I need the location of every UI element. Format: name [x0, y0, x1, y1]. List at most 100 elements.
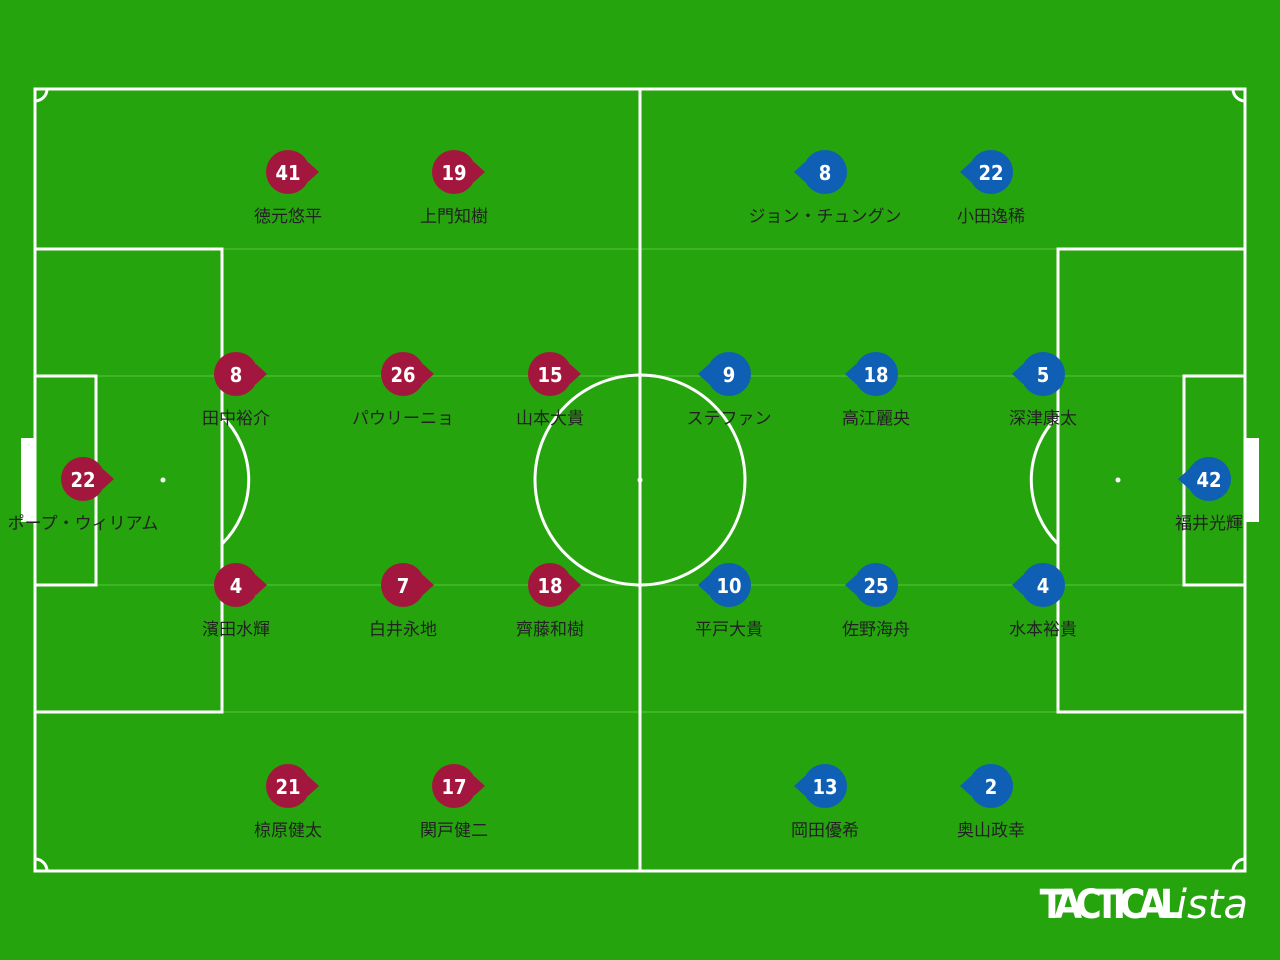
direction-arrow	[423, 575, 434, 595]
player-name: パウリーニョ	[352, 409, 454, 429]
player-marker	[214, 352, 258, 396]
direction-arrow	[845, 364, 856, 384]
player: 5 深津康太	[1009, 352, 1077, 429]
direction-arrow	[845, 575, 856, 595]
direction-arrow	[698, 364, 709, 384]
goal	[21, 438, 35, 522]
player-name: 齊藤和樹	[516, 620, 584, 640]
player: 21 椋原健太	[254, 764, 322, 841]
player-marker	[528, 352, 572, 396]
player: 42 福井光輝	[1175, 457, 1243, 534]
direction-arrow	[570, 575, 581, 595]
player-number: 26	[390, 363, 415, 387]
player-name: 小田逸稀	[957, 207, 1025, 227]
player-number: 10	[716, 574, 741, 598]
player-marker	[707, 352, 751, 396]
pitch-lines	[21, 87, 1259, 873]
player-name: 福井光輝	[1175, 514, 1243, 534]
player-marker	[266, 764, 310, 808]
player-number: 4	[1037, 574, 1050, 598]
player: 17 関戸健二	[420, 764, 488, 841]
player: 15 山本大貴	[516, 352, 584, 429]
player-marker	[854, 563, 898, 607]
player-number: 8	[230, 363, 243, 387]
player: 4 水本裕貴	[1009, 563, 1077, 640]
direction-arrow	[423, 364, 434, 384]
player-marker	[854, 352, 898, 396]
player: 18 齊藤和樹	[516, 563, 584, 640]
player-marker	[1187, 457, 1231, 501]
player-marker	[61, 457, 105, 501]
player: 7 白井永地	[369, 563, 437, 640]
player: 10 平戸大貴	[695, 563, 763, 640]
direction-arrow	[1012, 364, 1023, 384]
player: 18 高江麗央	[842, 352, 910, 429]
player-name: 関戸健二	[420, 821, 488, 841]
player-name: 田中裕介	[202, 409, 270, 429]
player-number: 22	[978, 161, 1003, 185]
player-number: 42	[1196, 468, 1221, 492]
player-marker	[803, 764, 847, 808]
player-number: 8	[819, 161, 832, 185]
player-number: 19	[441, 161, 466, 185]
player-name: 濱田水輝	[202, 620, 270, 640]
direction-arrow	[960, 776, 971, 796]
player-name: 椋原健太	[254, 821, 322, 841]
player: 22 ポープ・ウィリアム	[8, 457, 158, 534]
player-name: ステファン	[687, 409, 772, 429]
player: 8 ジョン・チュングン	[749, 150, 902, 227]
direction-arrow	[570, 364, 581, 384]
player-marker	[381, 352, 425, 396]
player-number: 5	[1037, 363, 1050, 387]
direction-arrow	[308, 162, 319, 182]
player-number: 4	[230, 574, 243, 598]
player: 19 上門知樹	[420, 150, 488, 227]
player-number: 25	[863, 574, 888, 598]
player-marker	[266, 150, 310, 194]
direction-arrow	[960, 162, 971, 182]
player-name: 平戸大貴	[695, 620, 763, 640]
player: 9 ステファン	[687, 352, 772, 429]
direction-arrow	[474, 162, 485, 182]
player-name: 岡田優希	[791, 821, 859, 841]
player-name: 水本裕貴	[1009, 620, 1077, 640]
player-number: 21	[275, 775, 300, 799]
player: 26 パウリーニョ	[352, 352, 454, 429]
direction-arrow	[1012, 575, 1023, 595]
player-marker	[381, 563, 425, 607]
player-number: 2	[985, 775, 998, 799]
player: 8 田中裕介	[202, 352, 270, 429]
player-name: 上門知樹	[420, 207, 488, 227]
player-marker	[803, 150, 847, 194]
player: 25 佐野海舟	[842, 563, 910, 640]
player-number: 9	[723, 363, 736, 387]
player-number: 7	[397, 574, 410, 598]
brand: TACTICALista	[1040, 882, 1248, 928]
player-marker	[1021, 563, 1065, 607]
player-marker	[1021, 352, 1065, 396]
direction-arrow	[256, 364, 267, 384]
brand-main: TACTICAL	[1040, 882, 1183, 928]
player: 13 岡田優希	[791, 764, 859, 841]
direction-arrow	[698, 575, 709, 595]
player: 2 奥山政幸	[957, 764, 1025, 841]
player-marker	[214, 563, 258, 607]
brand-suffix: ista	[1176, 882, 1248, 928]
player-number: 41	[275, 161, 300, 185]
player-marker	[432, 764, 476, 808]
player-number: 18	[863, 363, 888, 387]
goal	[1245, 438, 1259, 522]
player: 41 徳元悠平	[254, 150, 322, 227]
player-marker	[528, 563, 572, 607]
player-name: 深津康太	[1009, 409, 1077, 429]
player-name: 佐野海舟	[842, 620, 910, 640]
direction-arrow	[794, 776, 805, 796]
player-name: 山本大貴	[516, 409, 584, 429]
player-number: 17	[441, 775, 466, 799]
player-number: 18	[537, 574, 562, 598]
direction-arrow	[794, 162, 805, 182]
player-number: 13	[812, 775, 837, 799]
direction-arrow	[308, 776, 319, 796]
